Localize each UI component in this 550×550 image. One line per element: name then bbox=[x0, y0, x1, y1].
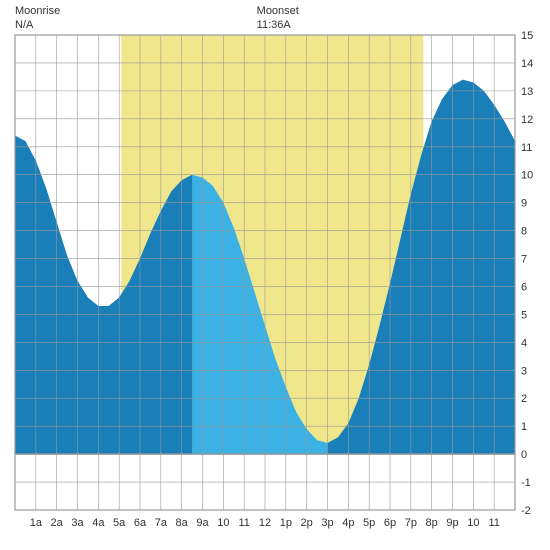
x-tick-label: 8a bbox=[176, 517, 189, 529]
y-tick-label: 15 bbox=[521, 30, 533, 42]
y-tick-label: 3 bbox=[521, 365, 527, 377]
moonset-label: Moonset bbox=[257, 5, 299, 17]
x-tick-label: 7p bbox=[405, 517, 417, 529]
x-tick-label: 2p bbox=[301, 517, 313, 529]
x-tick-label: 5a bbox=[113, 517, 126, 529]
y-tick-label: 5 bbox=[521, 309, 527, 321]
y-tick-label: 11 bbox=[521, 142, 532, 154]
x-tick-label: 11 bbox=[238, 517, 249, 529]
x-tick-label: 9p bbox=[446, 517, 458, 529]
y-tick-label: 9 bbox=[521, 198, 527, 210]
moonset-value: 11:36A bbox=[257, 19, 292, 31]
x-tick-label: 3p bbox=[321, 517, 333, 529]
x-tick-label: 11 bbox=[488, 517, 499, 529]
x-tick-label: 7a bbox=[155, 517, 168, 529]
y-tick-label: 0 bbox=[521, 449, 527, 461]
y-tick-label: 4 bbox=[521, 337, 527, 349]
x-tick-label: 8p bbox=[426, 517, 438, 529]
y-tick-label: 12 bbox=[521, 114, 533, 126]
y-tick-label: 1 bbox=[521, 421, 527, 433]
moonrise-value: N/A bbox=[15, 19, 34, 31]
y-tick-label: 6 bbox=[521, 281, 527, 293]
y-tick-label: 10 bbox=[521, 170, 533, 182]
y-tick-label: -1 bbox=[521, 477, 531, 489]
tide-chart: -2-101234567891011121314151a2a3a4a5a6a7a… bbox=[0, 0, 550, 550]
x-tick-label: 5p bbox=[363, 517, 375, 529]
x-tick-label: 2a bbox=[51, 517, 64, 529]
x-tick-label: 10 bbox=[217, 517, 229, 529]
x-tick-label: 6a bbox=[134, 517, 147, 529]
x-tick-label: 9a bbox=[196, 517, 209, 529]
x-tick-label: 6p bbox=[384, 517, 396, 529]
x-tick-label: 1a bbox=[30, 517, 43, 529]
x-tick-label: 10 bbox=[467, 517, 479, 529]
y-tick-label: 13 bbox=[521, 86, 533, 98]
y-tick-label: -2 bbox=[521, 505, 531, 517]
x-tick-label: 12 bbox=[259, 517, 271, 529]
y-tick-label: 2 bbox=[521, 393, 527, 405]
x-tick-label: 4p bbox=[342, 517, 354, 529]
y-tick-label: 7 bbox=[521, 254, 527, 266]
x-tick-label: 4a bbox=[92, 517, 105, 529]
x-tick-label: 1p bbox=[280, 517, 292, 529]
y-tick-label: 14 bbox=[521, 58, 533, 70]
moonrise-label: Moonrise bbox=[15, 5, 60, 17]
chart-svg: -2-101234567891011121314151a2a3a4a5a6a7a… bbox=[0, 0, 550, 550]
x-tick-label: 3a bbox=[71, 517, 84, 529]
y-tick-label: 8 bbox=[521, 226, 527, 238]
